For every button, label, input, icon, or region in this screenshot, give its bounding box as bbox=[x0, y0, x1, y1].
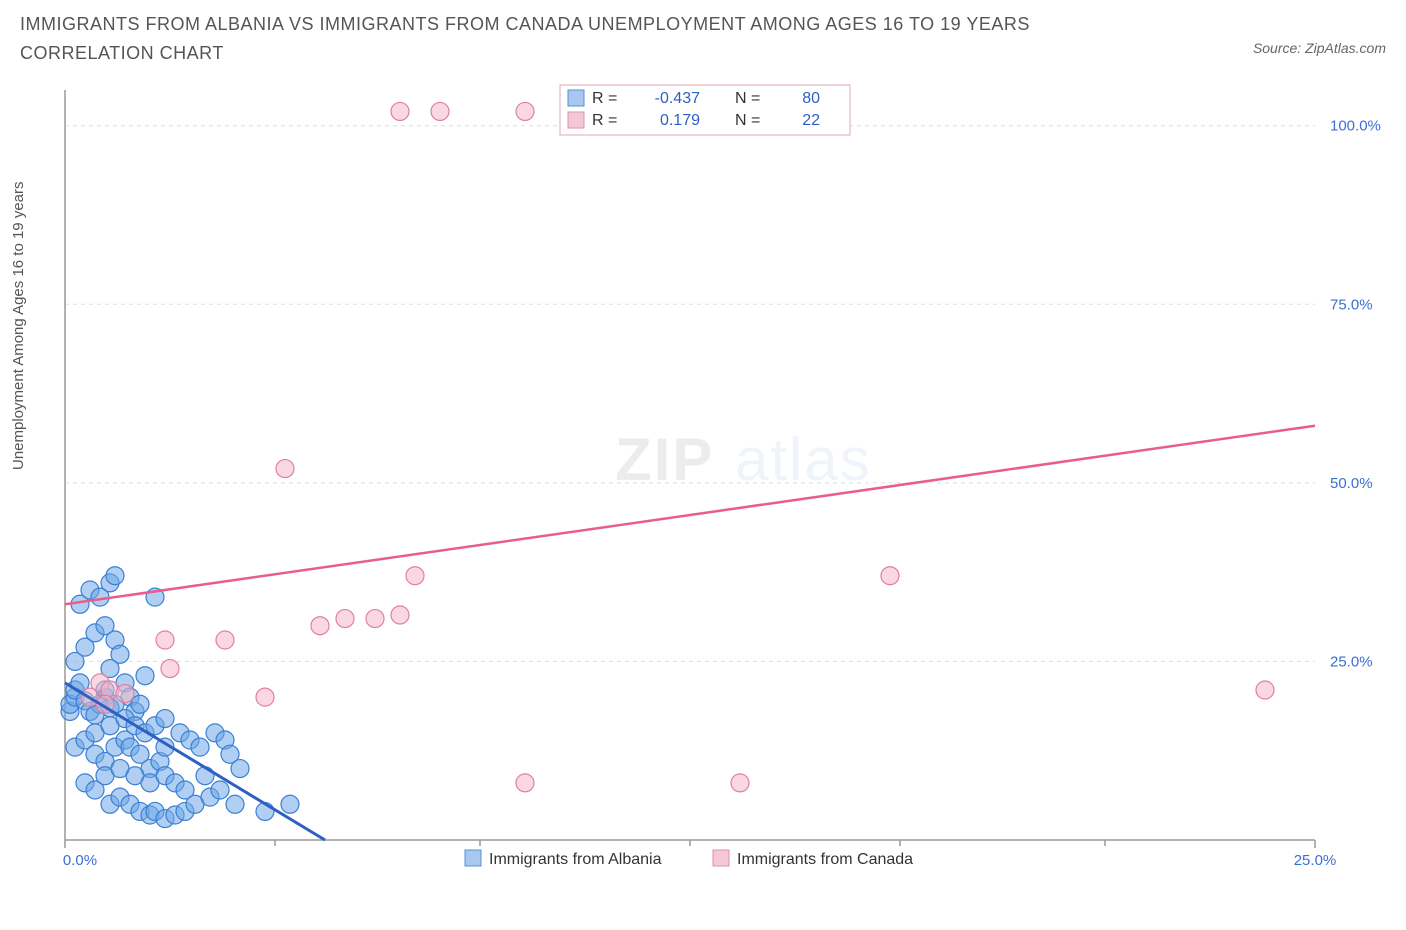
bottom-legend-swatch bbox=[465, 850, 481, 866]
data-point bbox=[311, 617, 329, 635]
data-point bbox=[391, 102, 409, 120]
bottom-legend-label: Immigrants from Albania bbox=[489, 851, 662, 868]
legend-r-label: R = bbox=[592, 90, 617, 107]
legend-r-val: -0.437 bbox=[655, 90, 700, 107]
x-tick-label: 0.0% bbox=[63, 852, 97, 869]
bottom-legend-label: Immigrants from Canada bbox=[737, 851, 913, 868]
legend-n-label: N = bbox=[735, 90, 760, 107]
data-point bbox=[196, 767, 214, 785]
source-label: Source: ZipAtlas.com bbox=[1253, 40, 1386, 56]
legend-r-val: 0.179 bbox=[660, 112, 700, 129]
data-point bbox=[366, 610, 384, 628]
data-point bbox=[336, 610, 354, 628]
data-point bbox=[226, 795, 244, 813]
data-point bbox=[406, 567, 424, 585]
chart-area: 25.0% 50.0% 75.0% 100.0% ZIP atlas 0.0% 25.0% R … bbox=[55, 80, 1385, 870]
header-row: IMMIGRANTS FROM ALBANIA VS IMMIGRANTS FR… bbox=[0, 0, 1406, 68]
data-point bbox=[1256, 681, 1274, 699]
data-point bbox=[161, 660, 179, 678]
legend-n-val: 22 bbox=[802, 112, 820, 129]
chart-title: IMMIGRANTS FROM ALBANIA VS IMMIGRANTS FR… bbox=[20, 10, 1120, 68]
data-point bbox=[391, 606, 409, 624]
y-axis-label: Unemployment Among Ages 16 to 19 years bbox=[10, 181, 27, 470]
data-point bbox=[131, 695, 149, 713]
data-point bbox=[256, 688, 274, 706]
scatter-plot: 25.0% 50.0% 75.0% 100.0% ZIP atlas 0.0% 25.0% R … bbox=[55, 80, 1385, 870]
data-point bbox=[881, 567, 899, 585]
data-point bbox=[281, 795, 299, 813]
data-point bbox=[431, 102, 449, 120]
data-point bbox=[211, 781, 229, 799]
legend-n-val: 80 bbox=[802, 90, 820, 107]
data-point bbox=[106, 567, 124, 585]
data-point bbox=[731, 774, 749, 792]
y-tick-label: 50.0% bbox=[1330, 475, 1373, 492]
legend-swatch bbox=[568, 90, 584, 106]
data-point bbox=[156, 631, 174, 649]
bottom-legend-swatch bbox=[713, 850, 729, 866]
data-point bbox=[116, 685, 134, 703]
x-tick-label: 25.0% bbox=[1294, 852, 1337, 869]
data-point bbox=[176, 781, 194, 799]
data-point bbox=[516, 102, 534, 120]
legend-n-label: N = bbox=[735, 112, 760, 129]
y-tick-label: 75.0% bbox=[1330, 296, 1373, 313]
data-point bbox=[191, 738, 209, 756]
data-point bbox=[231, 760, 249, 778]
watermark: atlas bbox=[735, 426, 872, 493]
data-point bbox=[516, 774, 534, 792]
y-tick-label: 100.0% bbox=[1330, 118, 1381, 135]
data-point bbox=[216, 631, 234, 649]
data-point bbox=[276, 460, 294, 478]
data-point bbox=[136, 667, 154, 685]
data-point bbox=[156, 710, 174, 728]
legend-swatch bbox=[568, 112, 584, 128]
y-tick-label: 25.0% bbox=[1330, 653, 1373, 670]
watermark: ZIP bbox=[615, 426, 714, 493]
legend-r-label: R = bbox=[592, 112, 617, 129]
